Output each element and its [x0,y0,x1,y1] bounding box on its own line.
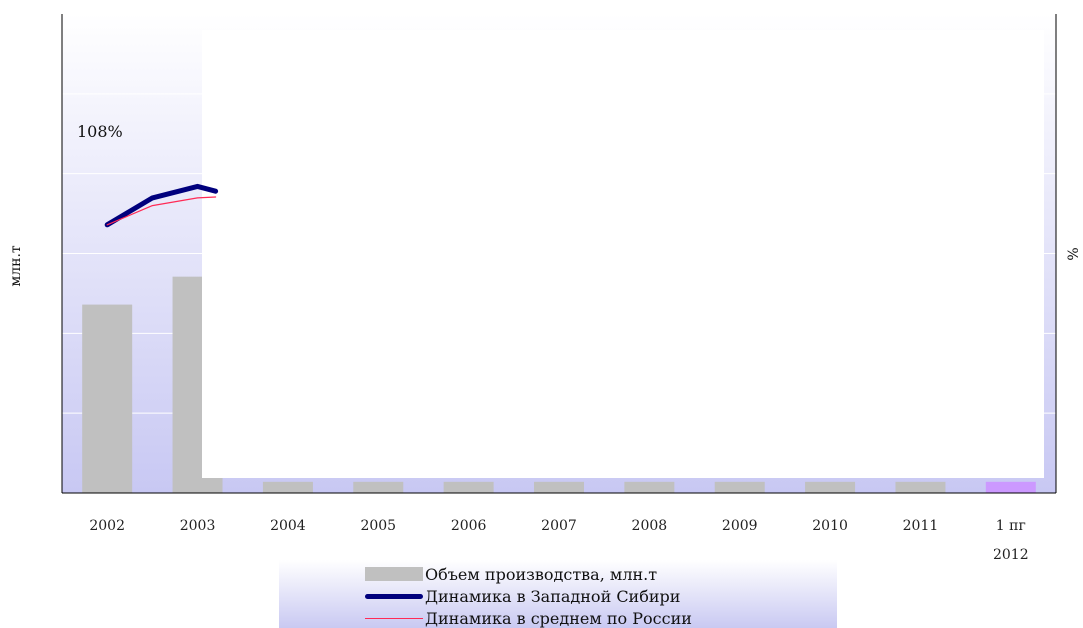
bar-2009 [714,481,765,493]
x-tick-sublabel-2012: 2012 [993,547,1029,563]
bar-2002 [82,304,133,493]
x-tick-2011: 2011 [903,518,939,534]
legend-item-west-siberia: Динамика в Западной Сибири [365,586,680,606]
legend-label-russia-average: Динамика в среднем по России [425,608,692,628]
legend-item-production: Объем производства, млн.т [365,564,657,584]
bar-1-пг [985,481,1036,493]
line-series [104,183,219,228]
bar-2007 [534,481,584,493]
legend-thin-line-swatch [365,608,425,628]
x-tick-2002: 2002 [89,518,125,534]
bar-2008 [624,481,675,493]
legend-label-west-siberia: Динамика в Западной Сибири [425,586,681,606]
x-tick-2008: 2008 [632,518,668,534]
legend-thick-line-swatch [365,586,425,606]
line-west-siberia [104,183,219,228]
x-tick-2007: 2007 [541,518,577,534]
x-tick-2005: 2005 [360,518,396,534]
occluding-white-panel [202,30,1044,478]
axes [61,14,1057,494]
y-axis-right-title: % [1066,247,1082,260]
legend-bar-swatch [365,564,425,584]
x-tick-labels: 2002 2003 2004 2005 2006 2007 2008 2009 2010 2011… [89,518,1028,563]
bar-2005 [353,481,404,493]
legend-label-production: Объем производства, млн.т [425,564,658,584]
bar-2006 [443,481,494,493]
legend-item-russia-average: Динамика в среднем по России [365,608,692,628]
legend: Объем производства, млн.т Динамика в Зап… [279,560,837,628]
x-tick-2010: 2010 [812,518,848,534]
x-tick-2004: 2004 [270,518,306,534]
x-tick-2006: 2006 [451,518,487,534]
line-russia-average [106,196,217,226]
bar-2011 [895,481,946,493]
bar-2010 [805,481,856,493]
y-axis-left-title: млн.т [8,245,24,287]
x-tick-2009: 2009 [722,518,758,534]
x-tick-2003: 2003 [180,518,216,534]
x-tick-1-пг: 1 пг [996,518,1026,534]
data-label-108: 108% [77,122,123,141]
bar-2004 [262,481,313,493]
